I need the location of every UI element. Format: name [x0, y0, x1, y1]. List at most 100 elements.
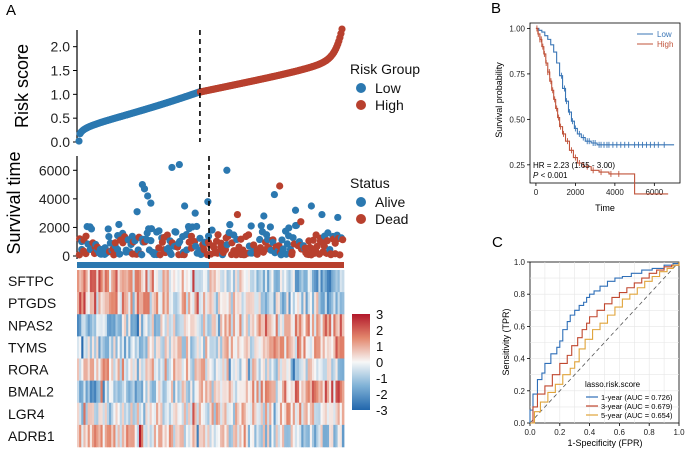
heatmap-cell: [179, 270, 183, 293]
heatmap-cell: [250, 270, 253, 293]
heatmap-cell: [185, 314, 189, 337]
heatmap-cell: [297, 292, 300, 315]
heatmap-cell: [299, 270, 302, 293]
heatmap-cell: [198, 380, 202, 404]
heatmap-cell: [286, 292, 289, 315]
heatmap-cell: [217, 358, 221, 381]
heatmap-cell: [260, 292, 264, 315]
heatmap-cell: [224, 336, 227, 359]
survival-point-alive: [283, 240, 292, 248]
heatmap-cell: [256, 380, 259, 404]
survival-point-dead: [217, 239, 225, 247]
heatmap-cell: [94, 424, 97, 448]
heatmap-cell: [156, 270, 159, 293]
heatmap-cell: [269, 424, 272, 448]
status-legend-title: Status: [350, 175, 390, 191]
heatmap-cell: [235, 314, 238, 337]
heatmap-cell: [177, 314, 180, 337]
heatmap-cell: [239, 314, 242, 337]
heatmap-cell: [113, 314, 116, 337]
heatmap-cell: [211, 270, 215, 293]
heatmap-cell: [113, 270, 116, 293]
heatmap-cell: [151, 314, 155, 337]
km-x-tick-label: 6000: [645, 188, 663, 197]
heatmap-cell: [132, 292, 136, 315]
heatmap-cell: [311, 314, 315, 337]
heatmap-cell: [309, 336, 313, 359]
heatmap-cell: [126, 402, 129, 426]
heatmap-cell: [299, 402, 302, 426]
heatmap-cell: [181, 336, 185, 359]
heatmap-cell: [166, 270, 170, 293]
heatmap-cell: [153, 358, 157, 381]
heatmap-cell: [198, 358, 202, 381]
heatmap-cell: [119, 402, 123, 426]
heatmap-cell: [275, 424, 279, 448]
heatmap-cell: [100, 358, 104, 381]
heatmap-cell: [286, 424, 289, 448]
heatmap-cell: [158, 402, 161, 426]
heatmap-cell: [299, 424, 302, 448]
heatmap-cell: [290, 336, 294, 359]
heatmap-cell: [141, 270, 144, 293]
heatmap-cell: [307, 336, 311, 359]
heatmap-cell: [339, 314, 343, 337]
survival-point-dead: [336, 251, 344, 259]
heatmap-cell: [271, 424, 274, 448]
heatmap-cell: [147, 380, 151, 404]
heatmap-cell: [160, 402, 163, 426]
heatmap-cell: [324, 270, 328, 293]
heatmap-cell: [106, 270, 110, 293]
heatmap-cell: [269, 270, 272, 293]
heatmap-cell: [335, 270, 338, 293]
km-p-value: < 0.001: [538, 171, 568, 180]
heatmap-cell: [94, 380, 97, 404]
heatmap-cell: [252, 380, 255, 404]
heatmap-cell: [192, 314, 195, 337]
heatmap-cell: [81, 314, 84, 337]
heatmap-cell: [119, 292, 123, 315]
heatmap-cell: [335, 336, 338, 359]
heatmap-cell: [335, 292, 338, 315]
heatmap-cell: [188, 314, 191, 337]
heatmap-cell: [275, 402, 279, 426]
heatmap-cell: [320, 424, 324, 448]
heatmap-cell: [207, 314, 210, 337]
heatmap-cell: [301, 358, 304, 381]
heatmap-cell: [217, 402, 221, 426]
heatmap-cell: [200, 270, 204, 293]
heatmap-cell: [228, 336, 232, 359]
heatmap-cell: [220, 424, 223, 448]
heatmap-cell: [194, 380, 198, 404]
heatmap-cell: [196, 380, 200, 404]
heatmap-cell: [147, 336, 151, 359]
heatmap-cell: [198, 270, 202, 293]
survival-point-alive: [264, 235, 272, 244]
heatmap-cell: [271, 314, 274, 337]
km-legend-high: High: [657, 40, 673, 49]
heatmap-cell: [87, 292, 91, 315]
heatmap-cell: [243, 402, 247, 426]
heatmap-cell: [252, 336, 255, 359]
heatmap-cell: [290, 424, 294, 448]
heatmap-cell: [250, 292, 253, 315]
heatmap-cell: [123, 336, 127, 359]
heatmap-cell: [185, 358, 189, 381]
heatmap-cell: [245, 380, 249, 404]
heatmap-cell: [126, 292, 129, 315]
heatmap-cell: [284, 270, 287, 293]
heatmap-cell: [188, 358, 191, 381]
heatmap-cell: [205, 380, 208, 404]
heatmap-cell: [275, 336, 279, 359]
heatmap-cell: [299, 314, 302, 337]
heatmap-cell: [203, 336, 206, 359]
heatmap-cell: [104, 314, 108, 337]
heatmap-cell: [94, 270, 97, 293]
heatmap-cell: [185, 380, 189, 404]
heatmap-cell: [258, 380, 262, 404]
heatmap-cell: [91, 380, 95, 404]
heatmap-cell: [203, 402, 206, 426]
km-legend: Low High: [637, 30, 673, 49]
heatmap-cell: [173, 314, 176, 337]
heatmap-cell: [224, 358, 227, 381]
